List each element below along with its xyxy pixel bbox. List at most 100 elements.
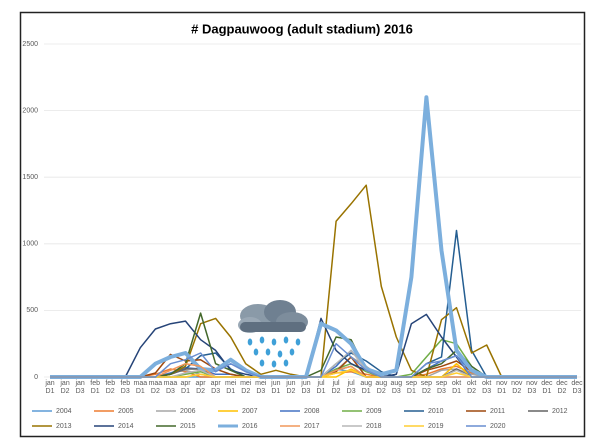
x-tick-label-line: jan bbox=[74, 380, 84, 387]
x-tick-label-line: okt bbox=[452, 380, 461, 387]
x-tick-label-line: D1 bbox=[46, 388, 55, 395]
chart-frame bbox=[19, 11, 586, 438]
x-tick-label: feb D3 bbox=[120, 380, 130, 395]
x-tick-label-line: D1 bbox=[452, 388, 461, 395]
x-tick-label-line: feb bbox=[90, 380, 100, 387]
x-tick-label-line: sep bbox=[421, 380, 432, 387]
x-tick-label-line: D3 bbox=[121, 388, 130, 395]
x-tick-label-line: D2 bbox=[467, 388, 476, 395]
x-tick-label-line: D2 bbox=[377, 388, 386, 395]
chart-title: # Dagpauwoog (adult stadium) 2016 bbox=[191, 21, 413, 36]
x-tick-label: jul D2 bbox=[332, 380, 341, 395]
x-tick-label: sep D3 bbox=[436, 380, 447, 395]
x-tick-label-line: D1 bbox=[271, 388, 280, 395]
x-tick-label: aug D1 bbox=[360, 380, 372, 395]
legend-label: 2016 bbox=[242, 423, 258, 430]
y-tick-label: 2500 bbox=[22, 41, 38, 48]
x-tick-label-line: jan bbox=[44, 380, 54, 387]
legend-label: 2010 bbox=[428, 408, 444, 415]
x-tick-label-line: D3 bbox=[527, 388, 536, 395]
x-tick-label-line: maa bbox=[134, 380, 148, 387]
x-tick-label-line: okt bbox=[467, 380, 476, 387]
legend-label: 2006 bbox=[180, 408, 196, 415]
legend-label: 2013 bbox=[56, 423, 72, 430]
legend-label: 2009 bbox=[366, 408, 382, 415]
x-tick-label-line: jul bbox=[347, 380, 355, 387]
x-tick-label-line: jun bbox=[270, 380, 280, 387]
y-tick-label: 500 bbox=[26, 307, 38, 314]
legend-label: 2008 bbox=[304, 408, 320, 415]
x-tick-label-line: D1 bbox=[226, 388, 235, 395]
legend-label: 2019 bbox=[428, 423, 444, 430]
x-tick-label-line: D3 bbox=[482, 388, 491, 395]
x-tick-label-line: mei bbox=[255, 380, 267, 387]
x-tick-label-line: D2 bbox=[512, 388, 521, 395]
x-tick-label-line: D1 bbox=[91, 388, 100, 395]
x-tick-label-line: aug bbox=[390, 380, 402, 387]
x-tick-label-line: nov bbox=[526, 380, 538, 387]
x-tick-label-line: maa bbox=[149, 380, 163, 387]
x-tick-label-line: dec bbox=[541, 380, 553, 387]
x-tick-label-line: okt bbox=[482, 380, 491, 387]
x-tick-label-line: sep bbox=[406, 380, 417, 387]
series-line bbox=[50, 342, 577, 378]
x-tick-label-line: feb bbox=[105, 380, 115, 387]
x-tick-label: aug D2 bbox=[375, 380, 387, 395]
x-tick-label-line: nov bbox=[496, 380, 508, 387]
x-tick-label-line: D3 bbox=[437, 388, 446, 395]
y-tick-label: 2000 bbox=[22, 107, 38, 114]
x-tick-label-line: D3 bbox=[166, 388, 175, 395]
x-tick-label: jun D1 bbox=[270, 380, 280, 395]
legend-label: 2005 bbox=[118, 408, 134, 415]
x-tick-label-line: apr bbox=[211, 380, 222, 387]
y-tick-label: 1000 bbox=[22, 241, 38, 248]
x-tick-label: jun D2 bbox=[285, 380, 295, 395]
plot bbox=[50, 95, 577, 379]
legend-label: 2018 bbox=[366, 423, 382, 430]
x-tick-label-line: D2 bbox=[557, 388, 566, 395]
x-tick-label-line: D3 bbox=[347, 388, 356, 395]
legend-label: 2015 bbox=[180, 423, 196, 430]
x-tick-label-line: jan bbox=[59, 380, 69, 387]
x-tick-label: jul D3 bbox=[347, 380, 356, 395]
y-tick-label: 1500 bbox=[22, 174, 38, 181]
x-tick-label-line: D1 bbox=[407, 388, 416, 395]
x-tick-label-line: D2 bbox=[151, 388, 160, 395]
legend: 2004 2005 2006 2007 2008 2009 2010 2011 2012 2013… bbox=[32, 408, 568, 430]
x-tick-label: sep D1 bbox=[406, 380, 417, 395]
x-tick-label-line: D3 bbox=[256, 388, 265, 395]
x-tick-label-line: jul bbox=[332, 380, 340, 387]
x-tick-label: mei D1 bbox=[225, 380, 237, 395]
x-tick-label: okt D1 bbox=[452, 380, 461, 395]
x-tick-label: maa D2 bbox=[149, 380, 163, 395]
x-tick-label-line: D2 bbox=[241, 388, 250, 395]
x-tick-label-line: D1 bbox=[542, 388, 551, 395]
x-tick-label-line: aug bbox=[360, 380, 372, 387]
x-tick-label-line: D1 bbox=[317, 388, 326, 395]
x-tick-label-line: D3 bbox=[76, 388, 85, 395]
x-tick-label-line: mei bbox=[240, 380, 252, 387]
legend-label: 2014 bbox=[118, 423, 134, 430]
x-tick-label-line: D2 bbox=[106, 388, 115, 395]
x-tick-label: dec D2 bbox=[556, 380, 568, 395]
x-tick-label: mei D2 bbox=[240, 380, 252, 395]
x-tick-label-line: D1 bbox=[136, 388, 145, 395]
x-tick-label-line: D1 bbox=[362, 388, 371, 395]
x-tick-label-line: D2 bbox=[196, 388, 205, 395]
x-tick-label-line: dec bbox=[556, 380, 568, 387]
x-tick-label: feb D1 bbox=[90, 380, 100, 395]
x-tick-label: dec D3 bbox=[571, 380, 583, 395]
x-tick-label-line: D3 bbox=[392, 388, 401, 395]
x-tick-label: jan D3 bbox=[74, 380, 84, 395]
x-tick-label: maa D1 bbox=[134, 380, 148, 395]
x-tick-label-line: dec bbox=[571, 380, 583, 387]
x-tick-label-line: D3 bbox=[573, 388, 582, 395]
x-tick-label-line: feb bbox=[120, 380, 130, 387]
x-tick-label-line: D1 bbox=[181, 388, 190, 395]
legend-label: 2004 bbox=[56, 408, 72, 415]
x-tick-label: aug D3 bbox=[390, 380, 402, 395]
x-tick-label-line: jun bbox=[285, 380, 295, 387]
x-tick-label-line: mei bbox=[225, 380, 237, 387]
